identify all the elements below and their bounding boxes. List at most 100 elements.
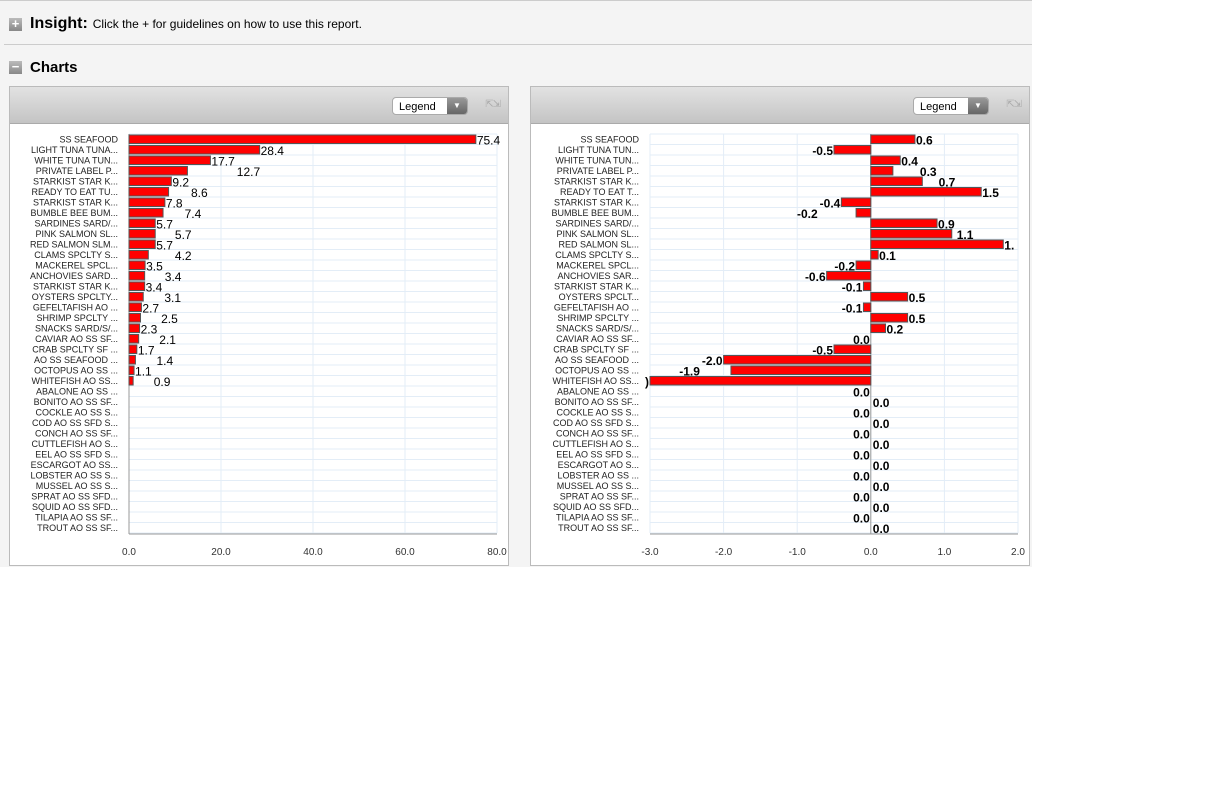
data-label: 7.8 — [166, 197, 183, 211]
chart-panel-2: Legend ▼ ⇱⇲ -3.0 -2.0 -1.0 0.0 1.0 2.0 SS SEAFO… — [530, 86, 1030, 566]
data-label: 3.1 — [164, 291, 181, 305]
data-label: 2.1 — [159, 333, 176, 347]
category-label: CRAB SPCLTY SF ... — [553, 345, 639, 355]
legend-dropdown[interactable]: Legend ▼ — [392, 97, 468, 115]
data-label: 5.7 — [175, 228, 192, 242]
category-label: STARKIST STAR K... — [554, 282, 639, 292]
data-label: 0.2 — [887, 323, 904, 337]
plus-icon[interactable]: + — [9, 17, 22, 31]
data-label: 9.2 — [172, 176, 189, 190]
category-label: COCKLE AO SS S... — [35, 408, 118, 418]
bar — [128, 313, 141, 323]
category-label: OCTOPUS AO SS ... — [555, 366, 639, 376]
bar — [870, 239, 1004, 249]
data-label: 0.0 — [853, 333, 870, 347]
category-label: OCTOPUS AO SS ... — [34, 366, 118, 376]
insight-title: Insight: — [30, 15, 88, 32]
bar — [128, 271, 146, 281]
category-label: BUMBLE BEE BUM... — [551, 208, 639, 218]
expand-icon[interactable]: ⇱⇲ — [1006, 99, 1022, 110]
category-label: SARDINES SARD/... — [555, 219, 639, 229]
data-label: -0.1 — [842, 281, 863, 295]
category-label: READY TO EAT TU... — [31, 187, 118, 197]
tick-label: 80.0 — [487, 547, 507, 558]
bar — [128, 229, 156, 239]
bar — [870, 250, 879, 260]
category-label: RED SALMON SL... — [558, 240, 639, 250]
data-label: 1.1 — [135, 365, 152, 379]
tick-label: 1.0 — [937, 547, 951, 558]
data-label: 0.0 — [873, 417, 890, 431]
category-label: MACKEREL SPCL... — [556, 261, 639, 271]
bar — [855, 260, 872, 270]
legend-dropdown[interactable]: Legend ▼ — [913, 97, 989, 115]
bar — [128, 134, 477, 144]
category-label: SPRAT AO SS SFD... — [31, 492, 118, 502]
data-label: 12.7 — [237, 165, 261, 179]
data-label: -0.2 — [834, 260, 855, 274]
data-label: 0.0 — [873, 522, 890, 536]
tick-label: -3.0 — [641, 547, 659, 558]
category-label: ANCHOVIES SARD... — [30, 271, 118, 281]
bar — [128, 376, 134, 386]
data-label: 17.7 — [211, 155, 235, 169]
category-label: CUTTLEFISH AO S... — [31, 439, 118, 449]
bar — [826, 271, 872, 281]
category-label: MUSSEL AO SS S... — [36, 481, 118, 491]
data-label: -0.5 — [812, 344, 833, 358]
data-label: 75.4 — [477, 134, 501, 148]
data-label: 0.0 — [853, 386, 870, 400]
tick-label: 60.0 — [395, 547, 415, 558]
bar — [128, 344, 138, 354]
category-label: STARKIST STAR K... — [554, 198, 639, 208]
bar — [128, 155, 211, 165]
category-label: ESCARGOT AO SS... — [31, 460, 118, 470]
bar — [730, 365, 872, 375]
category-label: BONITO AO SS SF... — [555, 397, 639, 407]
data-label: 0.4 — [901, 155, 918, 169]
category-label: STARKIST STAR K... — [33, 282, 118, 292]
category-label: ANCHOVIES SAR... — [557, 271, 639, 281]
category-label: ESCARGOT AO S... — [558, 460, 639, 470]
bar — [870, 292, 909, 302]
category-label: SQUID AO SS SFD... — [553, 502, 639, 512]
category-label: STARKIST STAR K... — [554, 177, 639, 187]
bar — [128, 166, 188, 176]
category-label: TILAPIA AO SS SF... — [35, 513, 118, 523]
data-label: 0.7 — [939, 176, 956, 190]
minus-icon[interactable]: − — [9, 60, 22, 74]
tick-label: 2.0 — [1011, 547, 1025, 558]
insight-section: + Insight: Click the + for guidelines on… — [9, 15, 362, 33]
bar — [128, 197, 166, 207]
category-label: LOBSTER AO SS ... — [557, 471, 639, 481]
bar — [862, 302, 872, 312]
data-label: 0.0 — [873, 438, 890, 452]
category-label: CAVIAR AO SS SF... — [556, 334, 639, 344]
data-label: 0.9 — [154, 375, 171, 389]
data-label: 0.0 — [853, 449, 870, 463]
category-label: RED SALMON SLM... — [30, 240, 118, 250]
category-label: COD AO SS SFD S... — [553, 418, 639, 428]
expand-icon[interactable]: ⇱⇲ — [485, 99, 501, 110]
bar — [855, 208, 872, 218]
data-label: 0.9 — [938, 218, 955, 232]
category-label: PRIVATE LABEL P... — [36, 166, 118, 176]
category-label: WHITE TUNA TUN... — [555, 156, 639, 166]
legend-label: Legend — [920, 101, 957, 113]
bar — [870, 176, 923, 186]
data-label: 0.0 — [873, 459, 890, 473]
category-label: CLAMS SPCLTY S... — [555, 250, 639, 260]
data-label: ) — [645, 375, 649, 389]
tick-label: 0.0 — [864, 547, 878, 558]
category-label: SS SEAFOOD — [59, 135, 118, 145]
data-label: 0.0 — [853, 512, 870, 526]
category-label: SNACKS SARD/S/... — [556, 324, 639, 334]
data-label: 1.1 — [957, 228, 974, 242]
data-label: 7.4 — [185, 207, 202, 221]
data-label: 0.0 — [853, 491, 870, 505]
bar — [128, 208, 164, 218]
charts-title: Charts — [30, 59, 78, 76]
category-label: SPRAT AO SS SF... — [560, 492, 639, 502]
bar — [649, 376, 872, 386]
category-label: ABALONE AO SS ... — [36, 387, 118, 397]
